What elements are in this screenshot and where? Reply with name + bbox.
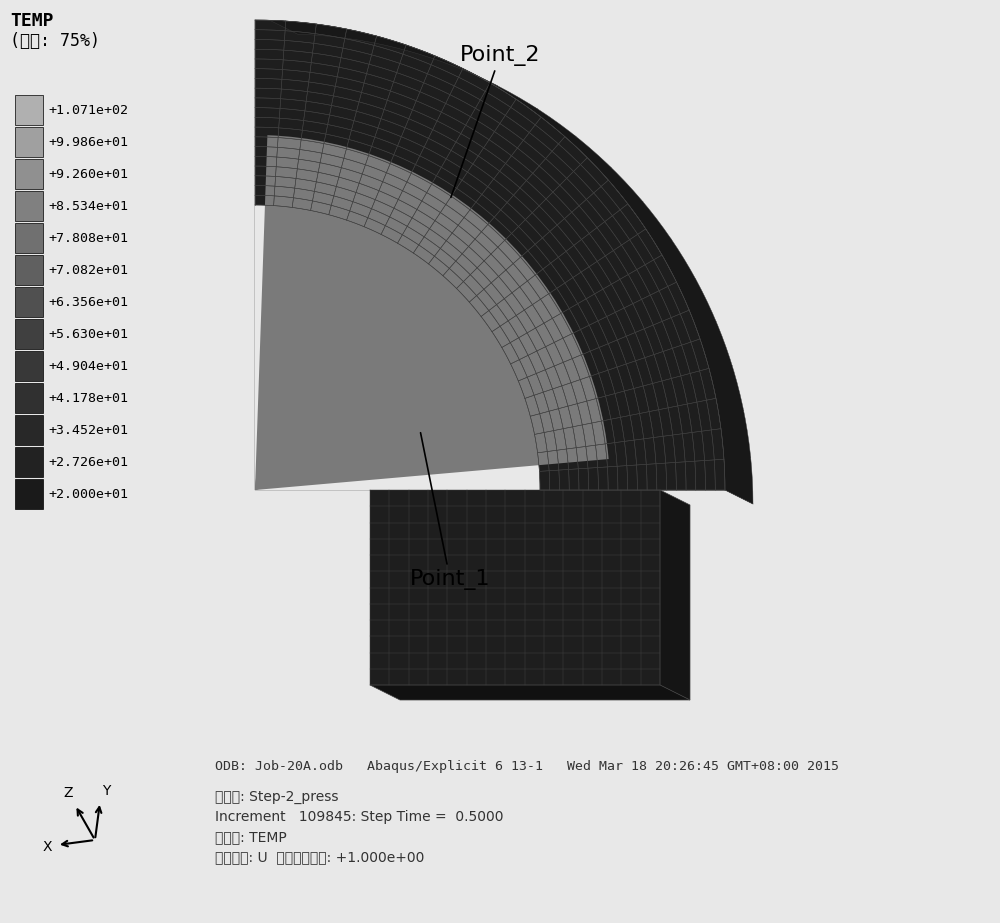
Text: +2.726e+01: +2.726e+01 [48, 455, 128, 469]
Text: +4.178e+01: +4.178e+01 [48, 391, 128, 404]
Bar [15, 95, 43, 125]
Bar [15, 479, 43, 509]
Text: Increment   109845: Step Time =  0.5000: Increment 109845: Step Time = 0.5000 [215, 810, 504, 824]
Text: Z: Z [64, 786, 73, 800]
Text: ODB: Job-20A.odb   Abaqus/Explicit 6 13-1   Wed Mar 18 20:26:45 GMT+08:00 2015: ODB: Job-20A.odb Abaqus/Explicit 6 13-1 … [215, 760, 839, 773]
Bar [370, 490, 660, 685]
Text: +9.986e+01: +9.986e+01 [48, 136, 128, 149]
Text: +8.534e+01: +8.534e+01 [48, 199, 128, 212]
Text: Point_1: Point_1 [410, 433, 490, 591]
Text: +7.808e+01: +7.808e+01 [48, 232, 128, 245]
Wedge shape [255, 135, 609, 490]
Wedge shape [255, 205, 540, 490]
Text: X: X [42, 840, 52, 854]
Text: +7.082e+01: +7.082e+01 [48, 263, 128, 277]
Wedge shape [255, 186, 550, 490]
Bar [15, 223, 43, 253]
Text: +9.260e+01: +9.260e+01 [48, 167, 128, 181]
Text: +3.452e+01: +3.452e+01 [48, 424, 128, 437]
Text: Y: Y [102, 784, 110, 798]
Bar [15, 415, 43, 445]
Text: TEMP: TEMP [10, 12, 54, 30]
Text: (平均: 75%): (平均: 75%) [10, 32, 100, 50]
Text: +1.071e+02: +1.071e+02 [48, 103, 128, 116]
Bar [15, 447, 43, 477]
Bar [15, 319, 43, 349]
Bar [15, 351, 43, 381]
Bar [15, 383, 43, 413]
Text: +4.904e+01: +4.904e+01 [48, 359, 128, 373]
Polygon shape [370, 685, 690, 700]
Bar [15, 159, 43, 189]
Text: 变形变量: U  变形缩放系数: +1.000e+00: 变形变量: U 变形缩放系数: +1.000e+00 [215, 850, 424, 864]
Polygon shape [660, 490, 690, 700]
Text: +2.000e+01: +2.000e+01 [48, 487, 128, 500]
Text: Point_2: Point_2 [451, 44, 540, 198]
Wedge shape [255, 20, 725, 490]
Bar [15, 127, 43, 157]
Bar [15, 255, 43, 285]
Text: +5.630e+01: +5.630e+01 [48, 328, 128, 341]
Bar [15, 191, 43, 221]
Text: +6.356e+01: +6.356e+01 [48, 295, 128, 308]
Text: 主变量: TEMP: 主变量: TEMP [215, 830, 287, 844]
Bar [15, 287, 43, 317]
Polygon shape [270, 20, 753, 504]
Text: 分析步: Step-2_press: 分析步: Step-2_press [215, 790, 338, 804]
Wedge shape [255, 172, 564, 490]
